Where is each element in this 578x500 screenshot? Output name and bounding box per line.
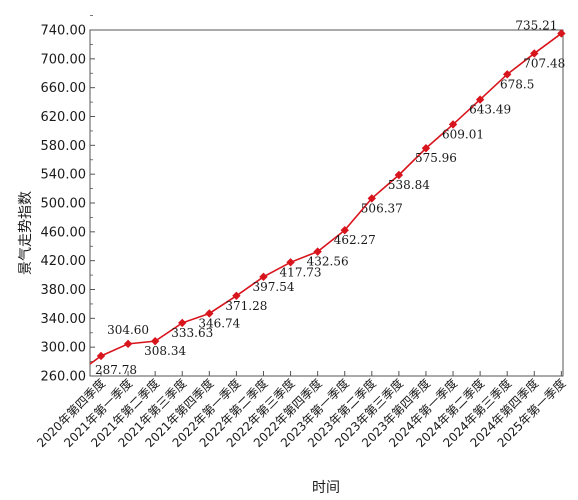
y-tick-label: 660.00	[41, 81, 87, 96]
data-point	[232, 291, 241, 300]
series-line	[100, 32, 562, 357]
y-tick-label: 500.00	[41, 197, 87, 212]
data-label: 506.37	[361, 201, 403, 215]
data-point	[394, 170, 404, 180]
data-point	[448, 120, 458, 129]
data-point	[150, 336, 160, 346]
data-label: 707.48	[523, 56, 565, 70]
data-point	[530, 49, 539, 58]
y-tick-label: 380.00	[41, 283, 87, 298]
data-label: 371.28	[225, 299, 267, 313]
data-point	[286, 258, 295, 267]
data-label: 538.84	[388, 178, 430, 192]
data-label: 397.54	[252, 280, 294, 294]
data-label: 575.96	[415, 151, 457, 165]
data-label: 678.5	[500, 77, 534, 91]
data-point	[475, 95, 485, 104]
plot-frame	[89, 29, 564, 377]
data-label: 462.27	[334, 233, 376, 247]
data-point	[340, 225, 349, 235]
data-label: 609.01	[442, 127, 484, 141]
data-point	[205, 309, 214, 318]
data-point	[123, 339, 133, 349]
data-label: 308.34	[144, 344, 186, 358]
data-point	[313, 247, 322, 256]
data-point	[259, 272, 268, 282]
data-label: 333.63	[171, 326, 213, 340]
data-label: 643.49	[469, 103, 511, 117]
data-label: 346.74	[198, 316, 240, 330]
y-tick-label: 260.00	[41, 370, 87, 385]
data-label: 304.60	[107, 323, 149, 337]
data-point	[367, 194, 376, 203]
y-tick-label: 420.00	[41, 254, 87, 269]
y-axis-title: 景气走势指数	[18, 191, 34, 275]
y-tick-label: 620.00	[41, 110, 87, 125]
y-tick-label: 580.00	[41, 139, 87, 154]
y-tick-label: 460.00	[41, 225, 87, 240]
y-tick-label: 540.00	[41, 168, 87, 183]
data-point	[178, 318, 187, 328]
data-point	[503, 70, 512, 79]
y-tick-label: 700.00	[41, 52, 87, 67]
data-label: 417.73	[280, 265, 322, 279]
x-axis-title: 时间	[312, 480, 340, 496]
y-tick-label: 340.00	[41, 312, 87, 327]
data-point	[96, 351, 106, 361]
data-label: 735.21	[515, 18, 557, 32]
y-tick-label: 300.00	[41, 341, 87, 356]
data-label: 432.56	[307, 255, 349, 269]
data-point	[421, 144, 431, 153]
y-tick-label: 740.00	[41, 24, 87, 39]
data-point	[557, 29, 566, 38]
data-label: 287.78	[95, 363, 137, 377]
